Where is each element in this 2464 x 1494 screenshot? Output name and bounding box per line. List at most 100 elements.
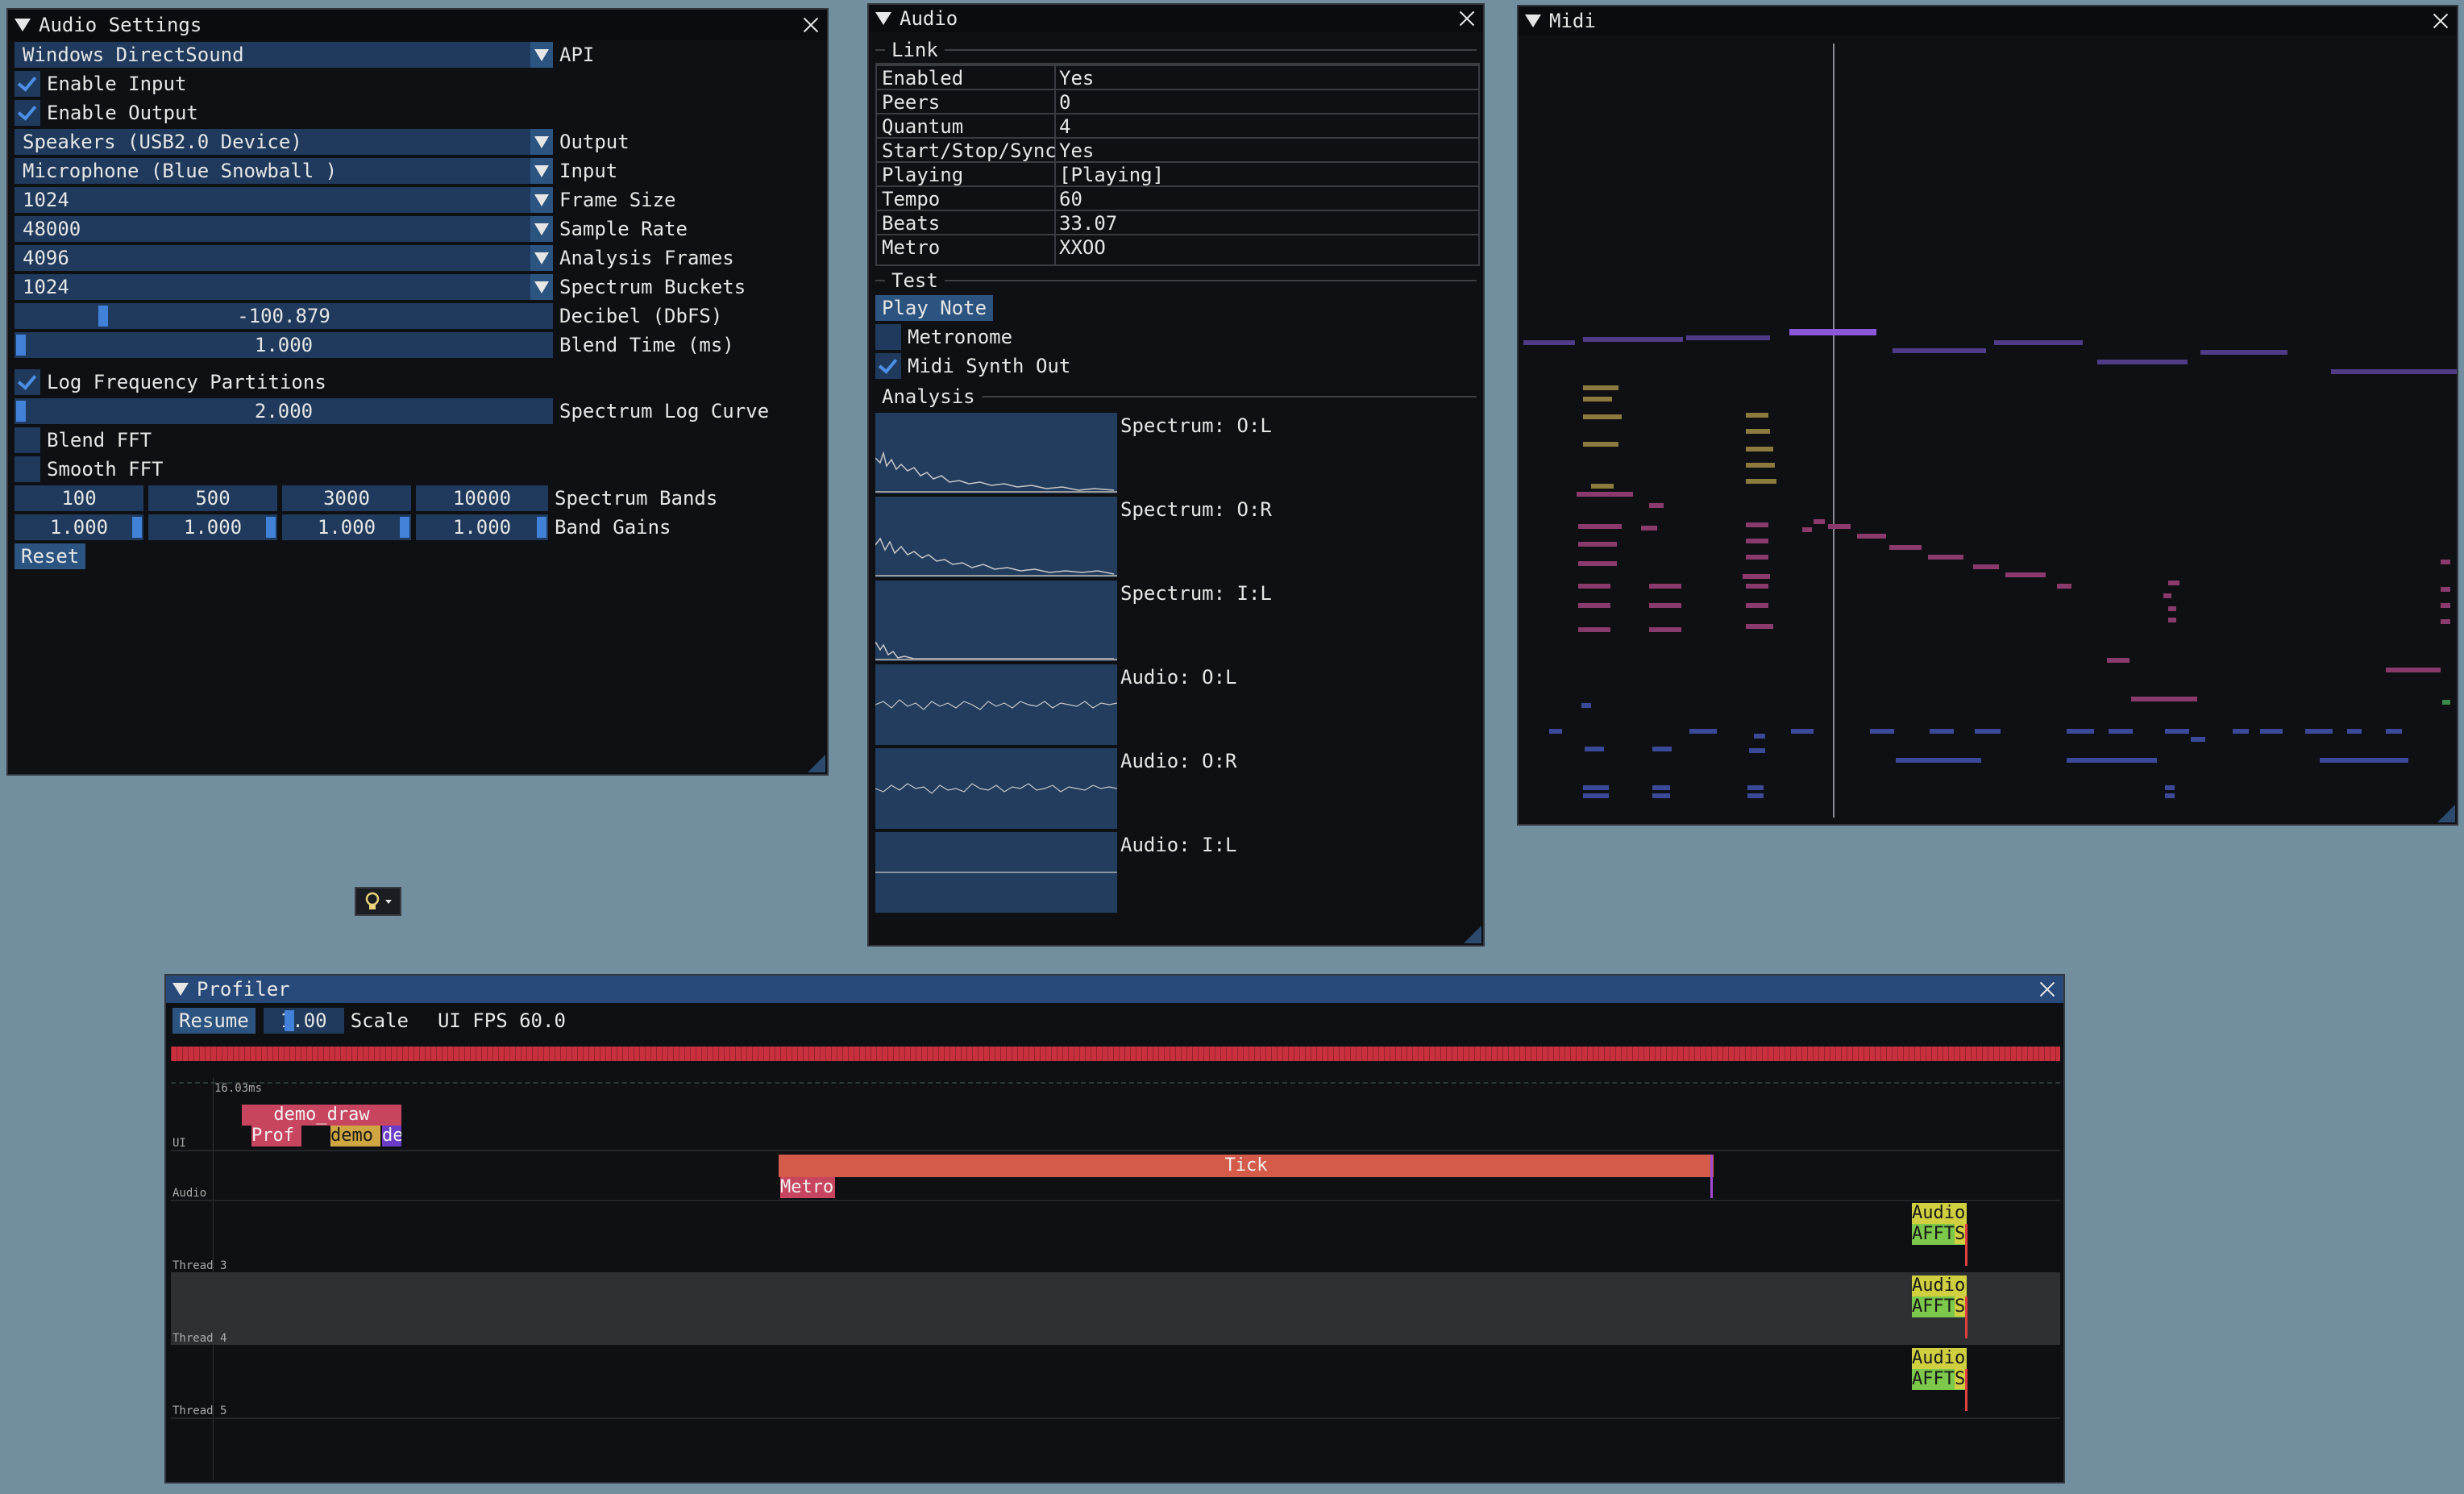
close-icon[interactable] [1457, 9, 1477, 28]
profiler-timeline[interactable]: 16.03ms UI demo_draw Prof demo de Audio … [171, 1077, 2060, 1480]
log-curve-slider[interactable]: 2.000 [15, 398, 553, 424]
slider-grab[interactable] [132, 517, 142, 538]
close-icon[interactable] [801, 15, 821, 35]
close-icon[interactable] [2038, 980, 2057, 999]
resize-grip[interactable] [808, 755, 825, 772]
slider-grab[interactable] [16, 335, 26, 356]
decibel-label: Decibel (DbFS) [559, 305, 723, 327]
log-frequency-checkbox[interactable] [15, 369, 40, 395]
output-combo[interactable]: Speakers (USB2.0 Device) [15, 129, 553, 155]
band-gain-slider-1[interactable]: 1.000 [15, 514, 143, 540]
block-de[interactable]: de [382, 1126, 401, 1147]
chevron-down-icon[interactable] [530, 216, 553, 242]
block-fft-t4[interactable]: AFFTS [1912, 1296, 1967, 1317]
block-demo[interactable]: demo [330, 1126, 380, 1147]
sample-rate-combo[interactable]: 48000 [15, 216, 553, 242]
block-metro[interactable]: Metro [780, 1177, 835, 1198]
enable-input-checkbox[interactable] [15, 71, 40, 97]
slider-grab[interactable] [98, 306, 108, 327]
midi-note [1754, 734, 1765, 739]
play-note-button[interactable]: Play Note [875, 295, 994, 321]
collapse-triangle-icon[interactable] [15, 19, 31, 31]
close-icon[interactable] [2431, 11, 2450, 31]
midi-note [2200, 350, 2287, 355]
chevron-down-icon[interactable] [530, 158, 553, 184]
metronome-checkbox[interactable] [875, 324, 901, 350]
band-gain-slider-4[interactable]: 1.000 [416, 514, 548, 540]
spectrum-or-label: Spectrum: O:R [1120, 498, 1272, 521]
block-label: S [1955, 1369, 1966, 1389]
band-gain-value: 1.000 [183, 516, 243, 539]
chevron-down-icon[interactable] [530, 42, 553, 68]
enable-output-checkbox[interactable] [15, 100, 40, 126]
block-prof[interactable]: Prof [251, 1126, 301, 1147]
lightbulb-button[interactable] [355, 887, 401, 916]
block-label: S [1955, 1224, 1966, 1244]
block-label: A [1912, 1224, 1923, 1244]
spectrum-buckets-combo[interactable]: 1024 [15, 274, 553, 300]
slider-grab[interactable] [400, 517, 409, 538]
band-gain-slider-3[interactable]: 1.000 [282, 514, 411, 540]
midi-note [1583, 337, 1683, 342]
sample-rate-label: Sample Rate [559, 218, 688, 240]
profiler-window: Profiler Resume 1.00 Scale UI FPS 60.0 1… [164, 974, 2065, 1484]
slider-grab[interactable] [537, 517, 546, 538]
collapse-triangle-icon[interactable] [1525, 15, 1541, 27]
midi-note [1896, 758, 1981, 763]
api-combo[interactable]: Windows DirectSound [15, 42, 553, 68]
audio-titlebar[interactable]: Audio [869, 5, 1483, 32]
chevron-down-icon[interactable] [530, 245, 553, 271]
frame-history-bar[interactable] [171, 1047, 2060, 1061]
link-row: Tempo 60 [877, 185, 1478, 211]
block-label: S [1955, 1296, 1966, 1317]
block-fft-t3[interactable]: AFFTS [1912, 1224, 1967, 1245]
midi-note [1746, 429, 1770, 434]
decibel-slider[interactable]: -100.879 [15, 303, 553, 329]
collapse-triangle-icon[interactable] [172, 983, 189, 996]
midi-synth-out-checkbox[interactable] [875, 353, 901, 379]
smooth-fft-checkbox[interactable] [15, 456, 40, 482]
scale-label: Scale [350, 1009, 409, 1032]
block-demo-draw[interactable]: demo_draw [242, 1105, 401, 1126]
block-tick[interactable]: Tick [779, 1155, 1714, 1177]
band-input-2[interactable]: 500 [148, 485, 277, 511]
block-fft-t5[interactable]: AFFTS [1912, 1369, 1967, 1390]
slider-grab[interactable] [284, 1010, 294, 1031]
block-audio-t4[interactable]: Audio [1912, 1276, 1967, 1296]
band-input-4[interactable]: 10000 [416, 485, 548, 511]
band-gain-slider-2[interactable]: 1.000 [148, 514, 277, 540]
audio-settings-titlebar[interactable]: Audio Settings [8, 10, 827, 40]
chevron-down-icon[interactable] [530, 129, 553, 155]
midi-note [2057, 584, 2071, 589]
band-input-3[interactable]: 3000 [282, 485, 411, 511]
link-row: Quantum 4 [877, 113, 1478, 139]
midi-titlebar[interactable]: Midi [1519, 6, 2457, 35]
reset-button[interactable]: Reset [15, 543, 86, 569]
resume-button[interactable]: Resume [172, 1008, 256, 1034]
input-combo[interactable]: Microphone (Blue Snowball ) [15, 158, 553, 184]
frame-size-combo[interactable]: 1024 [15, 187, 553, 213]
link-table: Enabled Yes Peers 0 Quantum 4 Start/Stop/Sync Y… [875, 63, 1480, 266]
profiler-titlebar[interactable]: Profiler [166, 976, 2063, 1003]
block-audio-t5[interactable]: Audio [1912, 1348, 1967, 1369]
slider-grab[interactable] [16, 401, 26, 422]
block-audio-t3[interactable]: Audio [1912, 1203, 1967, 1224]
midi-note [1746, 463, 1775, 468]
band-input-1[interactable]: 100 [15, 485, 143, 511]
blend-time-slider[interactable]: 1.000 [15, 332, 553, 358]
chevron-down-icon[interactable] [530, 274, 553, 300]
midi-window: Midi [1517, 5, 2458, 826]
collapse-triangle-icon[interactable] [875, 12, 891, 25]
slider-grab[interactable] [266, 517, 276, 538]
link-key: Start/Stop/Sync [882, 139, 1057, 162]
resize-grip[interactable] [2437, 805, 2455, 822]
piano-roll[interactable] [1519, 37, 2457, 824]
log-frequency-label: Log Frequency Partitions [47, 371, 326, 393]
chevron-down-icon[interactable] [530, 187, 553, 213]
analysis-frames-combo[interactable]: 4096 [15, 245, 553, 271]
blend-fft-checkbox[interactable] [15, 427, 40, 453]
scale-slider[interactable]: 1.00 [263, 1008, 344, 1034]
output-label: Output [559, 131, 630, 153]
enable-output-label: Enable Output [47, 102, 198, 124]
resize-grip[interactable] [1464, 926, 1481, 943]
